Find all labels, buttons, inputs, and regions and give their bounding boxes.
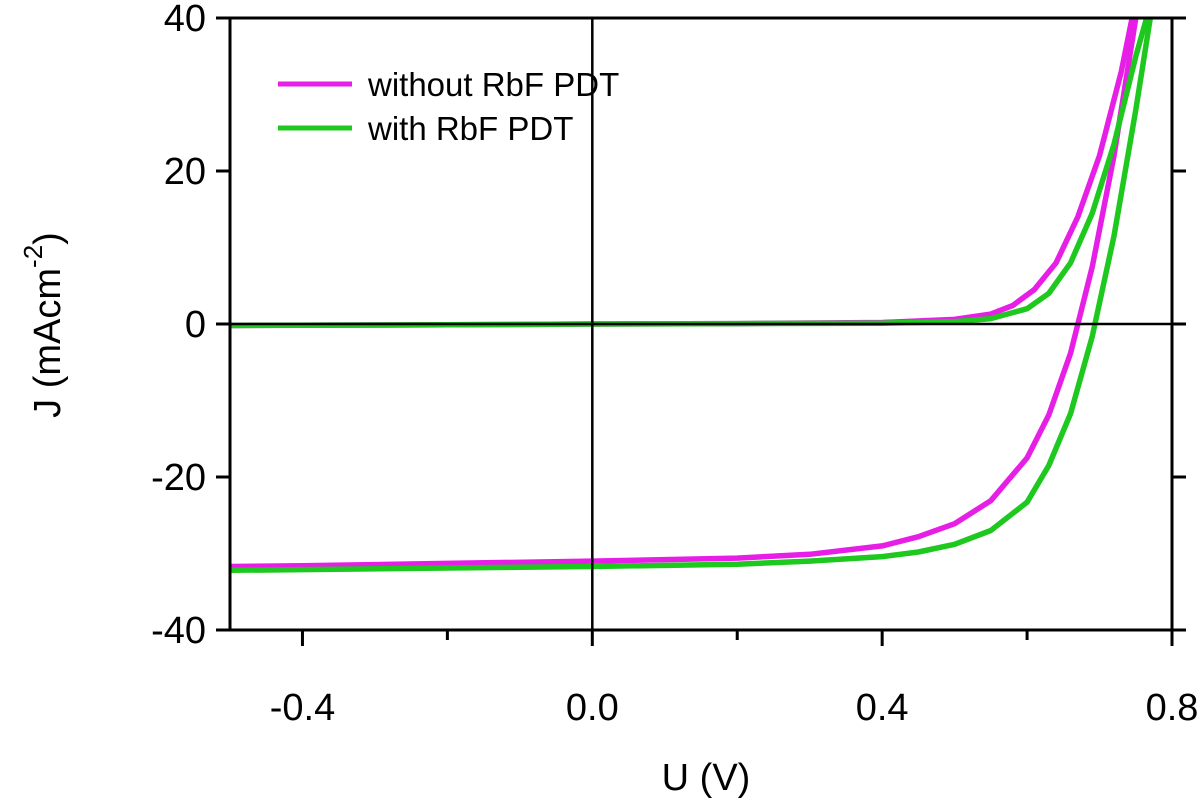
ticks-layer: -40 -20 0 20 40 -0.4 0.0 0.4 0.8	[151, 0, 1198, 729]
legend-label-with-rbf: with RbF PDT	[367, 110, 573, 147]
x-tick-label: 0.8	[1146, 687, 1199, 729]
series-line-with-rbf-pdt-dark	[229, 17, 1150, 329]
y-axis-title-superscript: -2	[18, 245, 48, 268]
series-line-with-rbf-pdt-illuminated	[229, 17, 1154, 574]
x-axis-title: U (V)	[662, 757, 751, 799]
y-tick-label: 40	[164, 0, 206, 40]
series-line-without-rbf-pdt-dark	[229, 17, 1135, 329]
y-axis-title-main: J (mAcm	[27, 268, 69, 418]
y-axis-title-suffix: )	[27, 232, 69, 245]
y-tick-label: 0	[185, 304, 206, 346]
y-tick-label: 20	[164, 151, 206, 193]
y-tick-label: -20	[151, 457, 206, 499]
legend: without RbF PDT with RbF PDT	[278, 66, 619, 147]
x-tick-label: 0.4	[856, 687, 909, 729]
y-axis-title: J (mAcm-2)	[18, 232, 69, 418]
legend-label-without-rbf: without RbF PDT	[367, 66, 619, 103]
y-tick-label: -40	[151, 610, 206, 652]
series-line-without-rbf-pdt-illuminated	[229, 17, 1139, 570]
x-tick-label: -0.4	[270, 687, 335, 729]
x-tick-label: 0.0	[566, 687, 619, 729]
